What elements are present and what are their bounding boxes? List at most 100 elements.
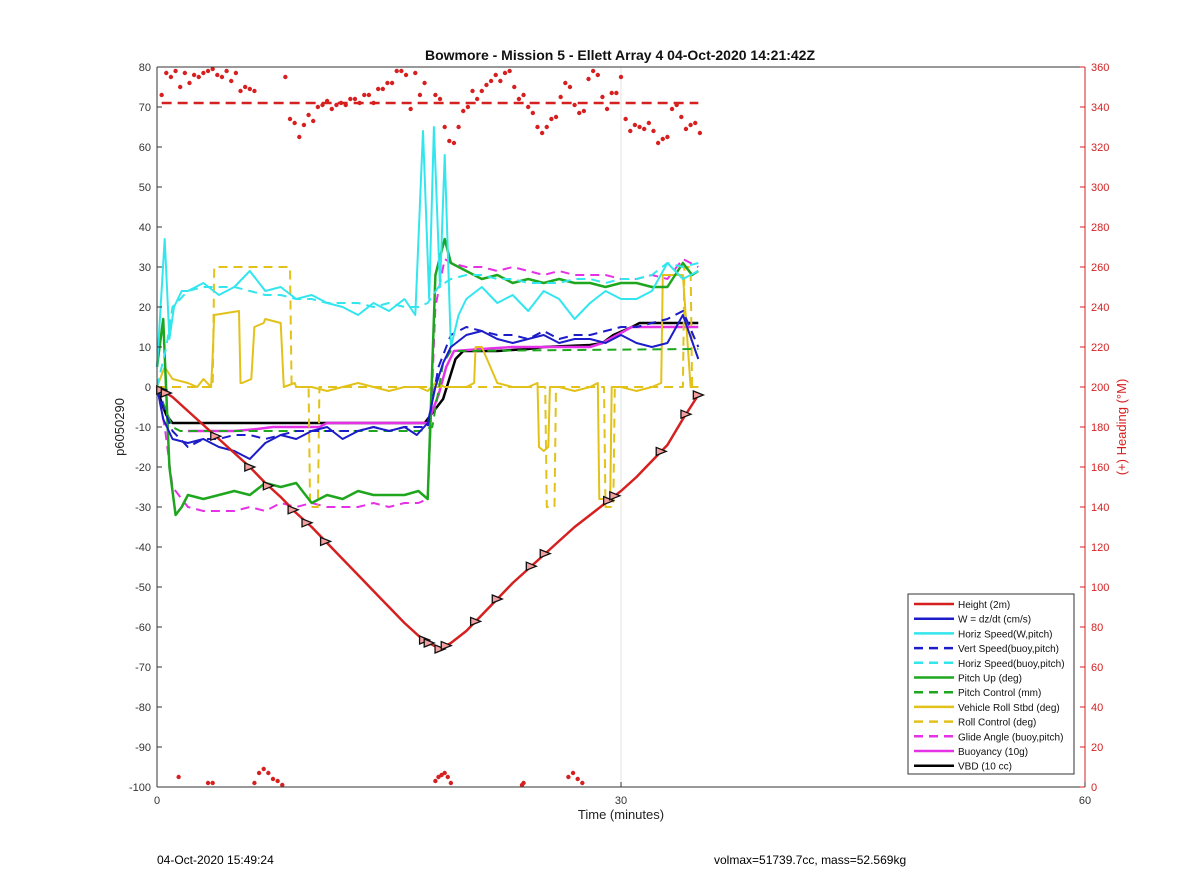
y-tick-label: -100: [129, 782, 151, 794]
heading-point: [301, 122, 307, 128]
heading-point: [442, 124, 447, 130]
heading-point: [445, 774, 450, 780]
height-marker: [609, 490, 622, 501]
heading-point: [252, 88, 257, 94]
height-marker: [525, 561, 539, 572]
marker-layer: [155, 385, 706, 654]
heading-point: [403, 72, 409, 78]
heading-point: [590, 68, 596, 74]
height-marker: [539, 548, 552, 559]
legend-label: Vert Speed(buoy,pitch): [958, 644, 1059, 655]
x-axis-label: Time (minutes): [578, 807, 664, 822]
heading-point: [451, 140, 457, 146]
legend-label: Height (2m): [958, 600, 1010, 611]
y2-tick-label: 120: [1091, 542, 1109, 554]
heading-point: [219, 74, 225, 80]
y2-tick-label: 340: [1091, 102, 1109, 114]
heading-point: [609, 90, 614, 96]
y2-tick-label: 40: [1091, 702, 1103, 714]
heading-point: [595, 72, 600, 78]
heading-point: [544, 124, 549, 130]
y-tick-label: 80: [139, 62, 151, 74]
heading-point: [660, 136, 665, 142]
y-tick-label: -40: [135, 542, 151, 554]
y2-tick-label: 180: [1091, 422, 1109, 434]
heading-point: [366, 92, 372, 98]
heading-point: [334, 102, 339, 108]
heading-point: [338, 100, 344, 106]
heading-point: [191, 72, 197, 78]
legend-label: Roll Control (deg): [958, 718, 1036, 729]
heading-point: [357, 100, 362, 106]
heading-point: [563, 80, 568, 86]
heading-point: [437, 96, 443, 102]
y2-axis-label: (+) Heading (°M): [1114, 379, 1129, 476]
series-line-horiz-speed-buoy-pitch: [156, 262, 699, 388]
heading-point: [448, 780, 454, 786]
height-marker: [287, 504, 300, 515]
y2-tick-label: 20: [1091, 742, 1103, 754]
heading-point: [665, 134, 670, 140]
heading-point: [210, 66, 215, 72]
y2-tick-label: 60: [1091, 662, 1103, 674]
heading-point: [433, 92, 438, 98]
series-line-horiz-speed-w-pitch: [156, 126, 699, 368]
heading-point: [182, 70, 188, 76]
y-tick-label: -10: [135, 422, 151, 434]
heading-point: [521, 92, 526, 98]
legend-label: VBD (10 cc): [958, 762, 1012, 773]
heading-point: [266, 770, 271, 776]
heading-point: [570, 770, 576, 776]
heading-point: [581, 108, 587, 114]
heading-point: [575, 776, 580, 782]
y2-tick-label: 80: [1091, 622, 1103, 634]
heading-point: [168, 74, 174, 80]
heading-point: [375, 86, 381, 92]
series-line-pitch-up-deg: [155, 237, 699, 517]
heading-point: [566, 774, 571, 780]
heading-point: [697, 130, 703, 136]
y-tick-label: -20: [135, 462, 151, 474]
heading-point: [343, 102, 348, 108]
y2-tick-label: 280: [1091, 222, 1109, 234]
heading-point: [498, 78, 503, 84]
heading-point: [224, 68, 229, 74]
height-marker: [440, 640, 453, 651]
height-marker: [491, 594, 505, 604]
heading-point: [252, 780, 257, 786]
height-marker: [262, 480, 276, 491]
heading-point: [215, 72, 220, 78]
heading-point: [187, 80, 192, 86]
heading-point: [324, 98, 330, 104]
y-tick-label: 0: [145, 382, 151, 394]
heading-point: [280, 782, 285, 788]
heading-point: [205, 780, 211, 786]
legend-label: Horiz Speed(W,pitch): [958, 629, 1052, 640]
heading-point: [669, 106, 675, 112]
heading-point: [297, 134, 302, 140]
heading-point: [600, 94, 605, 100]
y2-tick-label: 220: [1091, 342, 1109, 354]
heading-point: [164, 70, 169, 76]
heading-point: [465, 104, 471, 110]
heading-point: [456, 124, 461, 130]
heading-point: [461, 108, 466, 114]
height-marker: [692, 390, 706, 400]
heading-point: [385, 80, 390, 86]
y-tick-label: 70: [139, 102, 151, 114]
legend: Height (2m) W = dz/dt (cm/s) Horiz Speed(W…: [907, 593, 1075, 775]
legend-box: [907, 593, 1075, 775]
height-marker: [160, 388, 174, 398]
heading-point: [417, 92, 423, 98]
y-tick-label: 40: [139, 222, 151, 234]
heading-point: [530, 110, 536, 116]
heading-point: [196, 74, 201, 80]
heading-point: [159, 92, 164, 98]
heading-point: [558, 94, 563, 100]
legend-label: Vehicle Roll Stbd (deg): [958, 703, 1060, 714]
heading-point: [352, 96, 358, 102]
heading-point: [586, 76, 591, 82]
heading-point: [380, 86, 386, 92]
x-tick-label: 60: [1079, 795, 1091, 807]
